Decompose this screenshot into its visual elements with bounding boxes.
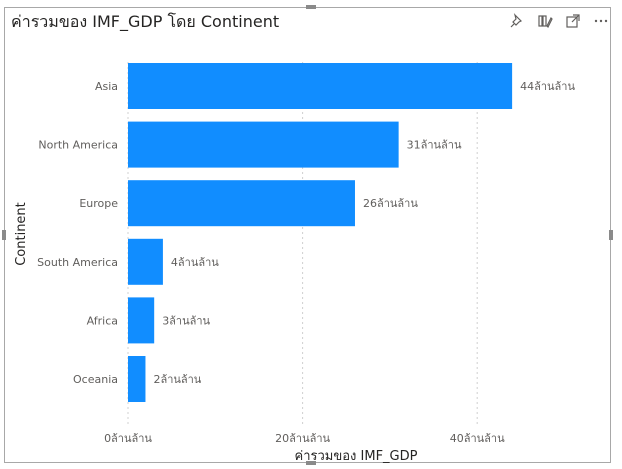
y-axis-title: Continent <box>14 202 29 266</box>
resize-handle-right[interactable] <box>609 230 613 240</box>
category-label: Oceania <box>73 373 118 386</box>
data-labels: 44ล้านล้าน 31ล้านล้าน 26ล้านล้าน 4ล้านล้าน 3… <box>153 80 575 386</box>
data-label: 31ล้านล้าน <box>407 139 462 152</box>
visual-header-toolbar <box>508 12 610 30</box>
focus-mode-icon[interactable] <box>564 12 582 30</box>
data-label: 4ล้านล้าน <box>171 256 219 269</box>
bar-south-america <box>128 238 163 285</box>
resize-handle-top[interactable] <box>306 5 316 9</box>
resize-handle-bottom[interactable] <box>306 461 316 465</box>
chart-title: ค่ารวมของ IMF_GDP โดย Continent <box>11 12 280 31</box>
x-tick-label: 0ล้านล้าน <box>104 432 152 445</box>
category-labels: Asia North America Europe South America Afri… <box>37 80 118 386</box>
gridlines <box>127 62 478 425</box>
bar-africa <box>128 297 155 344</box>
category-label: Africa <box>87 314 118 327</box>
x-tick-labels: 0ล้านล้าน 20ล้านล้าน 40ล้านล้าน <box>104 432 505 445</box>
data-label: 2ล้านล้าน <box>153 373 201 386</box>
category-label: North America <box>38 139 118 152</box>
resize-handle-left[interactable] <box>2 230 6 240</box>
pin-icon[interactable] <box>508 12 526 30</box>
category-label: South America <box>37 256 118 269</box>
more-options-icon[interactable] <box>592 12 610 30</box>
data-label: 44ล้านล้าน <box>520 80 575 93</box>
bars <box>128 63 513 402</box>
bar-north-america <box>128 121 399 168</box>
bar-oceania <box>128 356 146 402</box>
x-tick-label: 20ล้านล้าน <box>275 432 330 445</box>
x-axis-title: ค่ารวมของ IMF_GDP <box>295 449 418 464</box>
data-label: 3ล้านล้าน <box>162 314 210 327</box>
category-label: Europe <box>79 197 118 210</box>
bar-europe <box>128 180 355 227</box>
copy-visual-icon[interactable] <box>536 12 554 30</box>
data-label: 26ล้านล้าน <box>363 197 418 210</box>
category-label: Asia <box>95 80 118 93</box>
bar-asia <box>128 63 513 109</box>
x-tick-label: 40ล้านล้าน <box>450 432 505 445</box>
